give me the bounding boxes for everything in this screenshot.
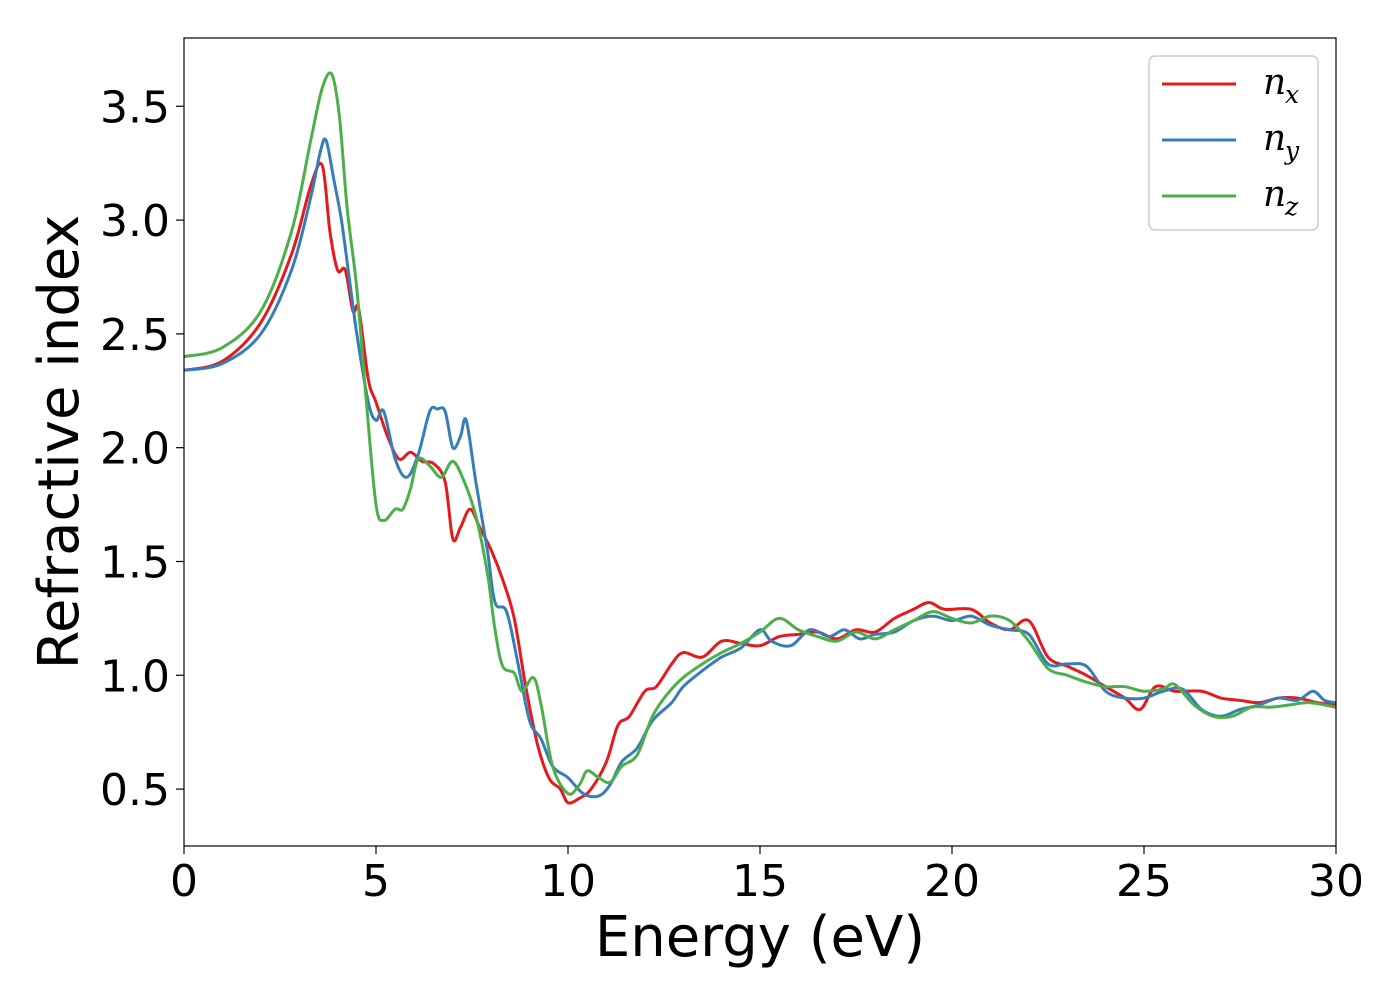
x-tick-label: 10 — [540, 856, 596, 907]
x-tick-label: 30 — [1308, 856, 1364, 907]
series-line-nx — [184, 161, 1336, 805]
legend-subscript: x — [1285, 80, 1299, 109]
series-line-ny — [184, 137, 1336, 799]
x-tick-label: 0 — [170, 856, 198, 907]
y-tick-label: 3.0 — [100, 196, 170, 247]
legend-box — [1148, 55, 1319, 231]
x-axis: 0 5 10 15 20 25 30 — [170, 846, 1364, 907]
legend-label: n — [1263, 62, 1286, 103]
y-tick-label: 2.0 — [100, 424, 170, 475]
y-tick-label: 2.5 — [100, 310, 170, 361]
y-tick-label: 1.5 — [100, 537, 170, 588]
legend-item-nx: nx — [1162, 62, 1299, 109]
legend-label: n — [1263, 118, 1286, 159]
legend-label: n — [1263, 174, 1286, 215]
series-layer — [184, 71, 1336, 805]
y-tick-label: 0.5 — [100, 765, 170, 816]
legend-item-ny: ny — [1162, 118, 1300, 165]
x-tick-label: 25 — [1116, 856, 1172, 907]
x-tick-label: 15 — [732, 856, 788, 907]
y-tick-label: 3.5 — [100, 82, 170, 133]
y-axis-title: Refractive index — [27, 215, 92, 670]
legend-item-nz: nz — [1162, 174, 1299, 221]
y-axis: 0.5 1.0 1.5 2.0 2.5 3.0 3.5 — [100, 82, 184, 816]
legend-subscript: z — [1284, 192, 1299, 221]
x-tick-label: 5 — [362, 856, 390, 907]
series-line-nz — [184, 71, 1336, 796]
y-tick-label: 1.0 — [100, 651, 170, 702]
legend-subscript: y — [1284, 136, 1300, 165]
x-axis-title: Energy (eV) — [595, 905, 925, 970]
x-tick-label: 20 — [924, 856, 980, 907]
